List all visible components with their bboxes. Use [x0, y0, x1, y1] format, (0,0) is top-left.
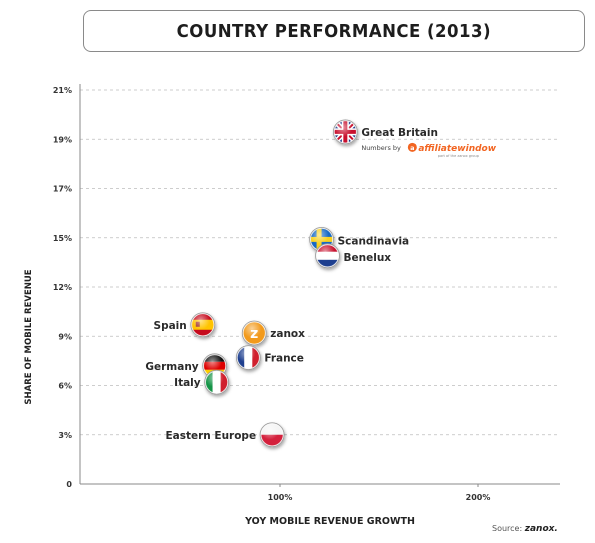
data-point: [259, 422, 285, 448]
x-tick-label: 200%: [466, 493, 491, 502]
annotation-prefix: Numbers by: [361, 144, 401, 152]
data-point: [204, 369, 230, 395]
point-label: zanox: [270, 328, 305, 340]
data-point: [190, 312, 216, 338]
y-axis-title: SHARE OF MOBILE REVENUE: [24, 269, 34, 404]
axis-layer: 0 3% 6% 9% 12% 15% 17% 19% 21% 100% 200% YOY MOBILE…: [24, 84, 560, 527]
aw-logo-icon: [407, 142, 417, 152]
points-layer: Great Britain Scandinavia Benelux Spain zzan…: [145, 119, 438, 448]
source-label: Source:: [492, 524, 523, 533]
data-point: z: [241, 320, 267, 346]
point-label: Italy: [174, 377, 201, 389]
point-label: France: [264, 353, 304, 365]
x-tick-label: 100%: [268, 493, 293, 502]
point-label: Scandinavia: [338, 235, 410, 247]
aw-logo-letter: a: [410, 144, 414, 152]
data-point: [235, 345, 261, 370]
chart-title: COUNTRY PERFORMANCE (2013): [176, 20, 492, 42]
y-tick-label: 21%: [53, 86, 72, 95]
point-label: Benelux: [344, 252, 392, 264]
y-tick-label: 9%: [58, 332, 72, 341]
annotation-tagline: part of the zanox group: [438, 154, 480, 158]
point-label: Eastern Europe: [165, 430, 256, 442]
point-label: Great Britain: [361, 127, 438, 139]
data-point: [315, 243, 340, 269]
source-note: Source: zanox.: [492, 524, 558, 534]
y-tick-label: 19%: [53, 135, 72, 144]
y-tick-label: 15%: [53, 234, 72, 243]
x-axis-title: YOY MOBILE REVENUE GROWTH: [244, 516, 415, 527]
y-tick-label: 12%: [53, 283, 72, 292]
point-label: Spain: [154, 320, 187, 332]
y-tick-label: 6%: [58, 382, 72, 391]
y-tick-label: 17%: [53, 185, 72, 194]
annotation-brand: affiliatewindow: [418, 144, 496, 154]
source-brand: zanox.: [524, 524, 558, 534]
y-tick-label: 3%: [58, 431, 72, 440]
title-box: COUNTRY PERFORMANCE (2013): [83, 10, 585, 52]
point-label: Germany: [145, 361, 198, 373]
data-point: [332, 119, 358, 145]
y-tick-label: 0: [66, 480, 72, 489]
